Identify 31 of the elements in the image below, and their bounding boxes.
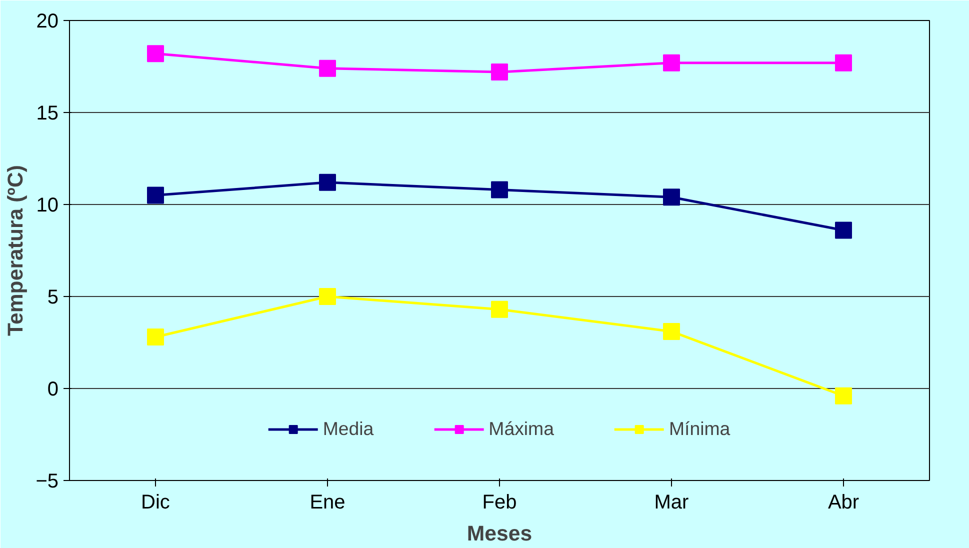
y-tick-label: −5 xyxy=(36,470,59,492)
x-tick-label: Ene xyxy=(310,492,346,514)
y-axis-title: Temperatura (ºC) xyxy=(4,165,28,336)
y-tick-label: 10 xyxy=(36,194,59,216)
point xyxy=(147,328,164,346)
point xyxy=(491,64,508,81)
y-tick-label: 0 xyxy=(47,378,58,400)
point xyxy=(319,60,336,77)
point xyxy=(147,45,164,62)
y-tick-label: 15 xyxy=(36,102,59,124)
point xyxy=(835,222,852,239)
legend-label: Media xyxy=(322,418,374,440)
legend-label: Mínima xyxy=(668,418,730,440)
point xyxy=(491,300,508,318)
point xyxy=(319,288,336,305)
legend-label: Máxima xyxy=(488,418,554,440)
point xyxy=(663,54,680,72)
y-tick-label: 20 xyxy=(36,10,59,32)
point xyxy=(835,54,852,72)
x-tick-label: Dic xyxy=(141,492,170,514)
x-tick-label: Mar xyxy=(654,492,690,514)
point xyxy=(319,174,336,191)
point xyxy=(663,322,680,340)
point xyxy=(147,186,164,204)
point xyxy=(835,387,852,404)
x-tick-label: Abr xyxy=(828,492,860,514)
x-tick-label: Feb xyxy=(482,492,517,514)
point xyxy=(491,181,508,198)
y-tick-label: 5 xyxy=(47,286,58,308)
x-axis-title: Meses xyxy=(466,522,532,546)
point xyxy=(663,188,680,206)
